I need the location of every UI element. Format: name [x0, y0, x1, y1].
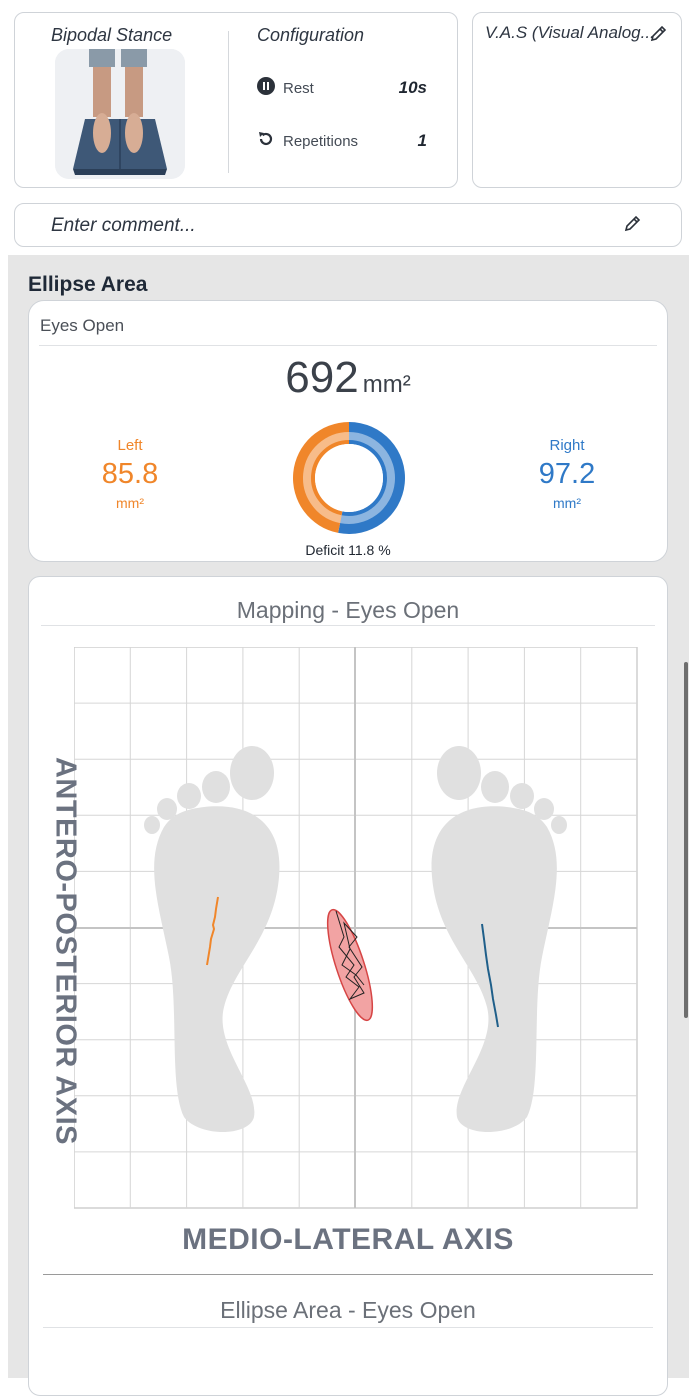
card-divider	[39, 345, 657, 346]
donut-inner-ring-right	[340, 432, 395, 524]
donut-slice-left	[292, 422, 349, 533]
pencil-icon[interactable]	[623, 213, 643, 238]
exercise-image	[55, 49, 185, 179]
donut-slice-right	[338, 422, 405, 534]
pencil-icon[interactable]	[649, 23, 669, 48]
rest-label: Rest	[283, 79, 314, 97]
donut-hole	[315, 444, 383, 512]
scrollbar[interactable]	[684, 662, 688, 1018]
left-foot-silhouette	[144, 746, 280, 1132]
mapping-card: Mapping - Eyes Open	[28, 576, 668, 1396]
repetitions-label: Repetitions	[283, 132, 359, 150]
left-area: Left 85.8 mm²	[70, 437, 190, 511]
right-value: 97.2	[538, 458, 596, 490]
confidence-ellipse	[326, 908, 374, 1022]
deficit-text: Deficit 11.8 %	[305, 542, 391, 558]
mapping-title: Mapping - Eyes Open	[236, 597, 460, 623]
ellipse-area-card: Eyes Open 692 mm² Left 85.8 mm² Right 97.…	[28, 300, 668, 562]
section-title: Ellipse Area	[28, 273, 148, 296]
rest-value: 10s	[398, 78, 427, 97]
card-divider	[228, 31, 229, 173]
right-cop-trace	[481, 923, 499, 1028]
rest-row: Rest 10s	[257, 75, 427, 101]
deficit-donut	[292, 422, 405, 534]
ml-axis-label: MEDIO-LATERAL AXIS	[182, 1223, 514, 1256]
left-cop-trace	[206, 896, 219, 966]
donut-inner-ring-left	[303, 432, 350, 524]
comment-placeholder[interactable]: Enter comment...	[51, 215, 196, 236]
pause-circle-icon	[257, 76, 275, 100]
left-unit: mm²	[116, 495, 144, 511]
center-cop-trace	[335, 910, 365, 1001]
exercise-title: Bipodal Stance	[51, 25, 173, 45]
repeat-icon	[257, 130, 275, 153]
right-label: Right	[549, 437, 585, 454]
exercise-card: Bipodal Stance Configuration Rest 10s	[14, 12, 458, 188]
title-divider	[41, 625, 655, 626]
total-area-value: 692	[285, 353, 359, 402]
repetitions-value: 1	[417, 131, 427, 150]
section-divider	[43, 1274, 653, 1275]
ap-axis-text: ANTERO-POSTERIOR AXIS	[49, 756, 82, 1146]
condition-label: Eyes Open	[40, 316, 125, 335]
right-unit: mm²	[553, 495, 581, 511]
total-area: 692 mm²	[29, 353, 667, 403]
configuration-title: Configuration	[257, 25, 365, 45]
comment-field[interactable]: Enter comment...	[14, 203, 682, 247]
right-area: Right 97.2 mm²	[507, 437, 627, 511]
ellipse-section-title: Ellipse Area - Eyes Open	[220, 1297, 476, 1323]
right-foot-silhouette	[431, 746, 567, 1132]
vas-title: V.A.S (Visual Analog...	[485, 23, 655, 42]
total-area-unit: mm²	[362, 371, 411, 398]
repetitions-row: Repetitions 1	[257, 128, 427, 154]
left-label: Left	[117, 437, 143, 454]
vas-card[interactable]: V.A.S (Visual Analog...	[472, 12, 682, 188]
left-value: 85.8	[101, 458, 159, 490]
mapping-plot	[74, 647, 638, 1209]
title-divider	[43, 1327, 653, 1328]
